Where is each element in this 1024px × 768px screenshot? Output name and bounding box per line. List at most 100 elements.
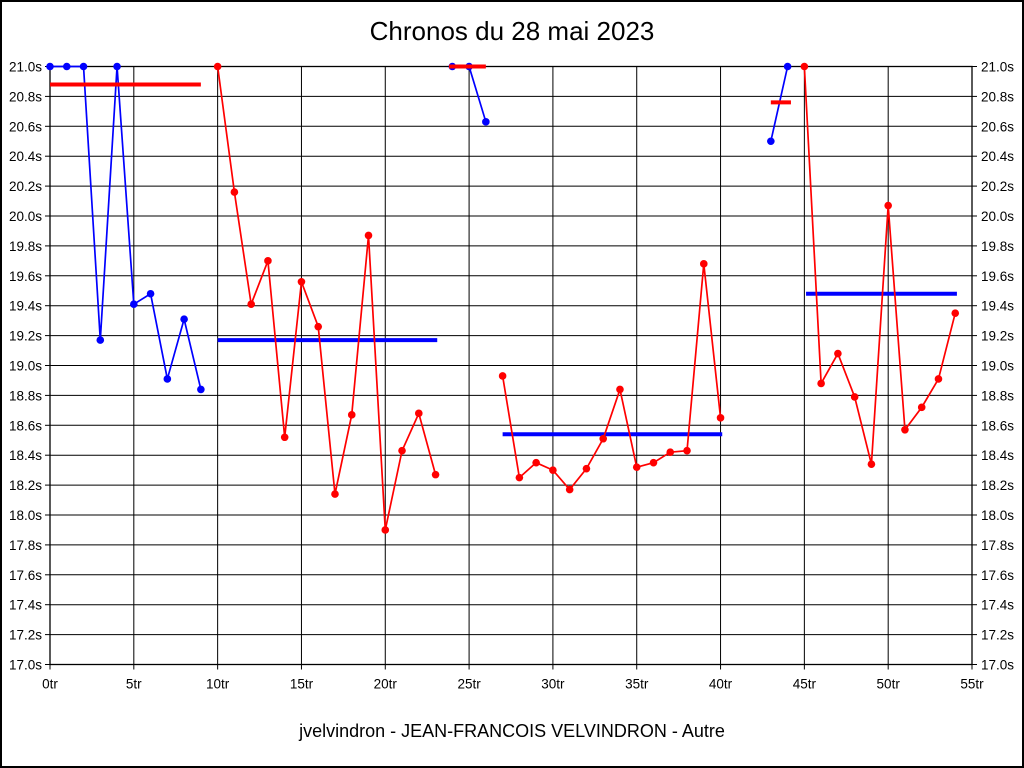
data-point bbox=[197, 385, 205, 394]
x-axis-label: 0tr bbox=[42, 677, 58, 692]
data-point bbox=[230, 188, 239, 196]
lap-series-line bbox=[501, 263, 722, 491]
lap-series-line bbox=[216, 66, 437, 531]
data-point bbox=[532, 458, 540, 467]
x-axis-label: 15tr bbox=[290, 677, 314, 692]
y-axis-label-left: 20.0s bbox=[9, 209, 42, 224]
y-axis-label-right: 20.0s bbox=[981, 209, 1014, 224]
data-point bbox=[884, 201, 892, 210]
y-axis-label-right: 19.6s bbox=[981, 269, 1014, 284]
data-point bbox=[951, 309, 960, 317]
y-axis-label-left: 20.8s bbox=[9, 89, 42, 104]
data-point bbox=[683, 446, 691, 455]
data-point bbox=[582, 464, 591, 473]
y-axis-label-left: 17.8s bbox=[9, 538, 42, 553]
x-axis-label: 50tr bbox=[877, 677, 901, 692]
x-axis-label: 5tr bbox=[126, 677, 142, 692]
y-axis-label-right: 17.2s bbox=[981, 628, 1014, 643]
y-axis-label-right: 17.0s bbox=[981, 658, 1014, 673]
y-axis-label-right: 17.8s bbox=[981, 538, 1014, 553]
data-point bbox=[666, 448, 675, 457]
data-point bbox=[767, 137, 775, 146]
data-point bbox=[783, 62, 792, 71]
y-axis-label-right: 20.2s bbox=[981, 179, 1014, 194]
lap-series-line bbox=[803, 66, 957, 465]
y-axis-label-right: 19.0s bbox=[981, 359, 1014, 374]
data-point bbox=[498, 372, 507, 380]
data-point bbox=[347, 411, 356, 419]
data-point bbox=[163, 375, 172, 383]
y-axis-label-right: 18.8s bbox=[981, 388, 1014, 403]
data-point bbox=[834, 349, 842, 358]
data-point bbox=[515, 473, 524, 482]
data-point bbox=[213, 62, 222, 71]
y-axis-label-left: 19.0s bbox=[9, 359, 42, 374]
data-point bbox=[297, 277, 306, 286]
y-axis-label-left: 20.2s bbox=[9, 179, 42, 194]
data-point bbox=[314, 322, 323, 331]
data-point bbox=[800, 62, 809, 71]
y-axis-label-left: 20.4s bbox=[9, 149, 42, 164]
y-axis-label-left: 18.8s bbox=[9, 388, 42, 403]
x-axis-label: 20tr bbox=[374, 677, 398, 692]
y-axis-label-left: 18.2s bbox=[9, 478, 42, 493]
data-point bbox=[699, 260, 708, 268]
y-axis-label-right: 18.4s bbox=[981, 448, 1014, 463]
data-point bbox=[280, 433, 289, 442]
y-axis-label-right: 19.4s bbox=[981, 299, 1014, 314]
x-axis-label: 25tr bbox=[457, 677, 481, 692]
y-axis-label-right: 20.6s bbox=[981, 119, 1014, 134]
x-axis-label: 10tr bbox=[206, 677, 230, 692]
data-point bbox=[901, 425, 909, 434]
data-point bbox=[649, 458, 658, 467]
data-point bbox=[62, 62, 71, 71]
y-axis-label-right: 18.6s bbox=[981, 418, 1014, 433]
y-axis-label-left: 19.8s bbox=[9, 239, 42, 254]
data-point bbox=[549, 466, 557, 474]
y-axis-label-right: 18.0s bbox=[981, 508, 1014, 523]
y-axis-label-left: 19.6s bbox=[9, 269, 42, 284]
y-axis-label-left: 18.6s bbox=[9, 418, 42, 433]
chart-footer: jvelvindron - JEAN-FRANCOIS VELVINDRON -… bbox=[299, 721, 725, 741]
y-axis-label-right: 20.4s bbox=[981, 149, 1014, 164]
data-point bbox=[79, 62, 88, 71]
x-axis-label: 40tr bbox=[709, 677, 733, 692]
data-point bbox=[247, 300, 255, 309]
data-point bbox=[96, 336, 105, 344]
data-point bbox=[632, 463, 641, 471]
data-point bbox=[850, 393, 859, 401]
data-point bbox=[264, 257, 272, 265]
x-axis-label: 35tr bbox=[625, 677, 649, 692]
x-axis-label: 30tr bbox=[541, 677, 565, 692]
data-point bbox=[130, 300, 138, 309]
data-point bbox=[817, 379, 825, 388]
y-axis-label-left: 19.4s bbox=[9, 299, 42, 314]
data-point bbox=[431, 470, 440, 479]
y-axis-label-left: 17.4s bbox=[9, 598, 42, 613]
y-axis-label-right: 20.8s bbox=[981, 89, 1014, 104]
data-point bbox=[716, 414, 725, 422]
y-axis-label-left: 17.6s bbox=[9, 568, 42, 583]
data-point bbox=[415, 409, 423, 418]
data-point bbox=[146, 289, 155, 298]
y-axis-label-left: 17.0s bbox=[9, 658, 42, 673]
x-axis-label: 45tr bbox=[793, 677, 817, 692]
data-point bbox=[113, 62, 121, 71]
data-point bbox=[398, 446, 406, 455]
data-point bbox=[364, 231, 373, 240]
data-point bbox=[867, 460, 876, 468]
data-point bbox=[482, 118, 490, 126]
y-axis-label-right: 19.8s bbox=[981, 239, 1014, 254]
x-axis-label: 55tr bbox=[960, 677, 984, 692]
lap-series-line bbox=[50, 65, 202, 390]
y-axis-label-left: 17.2s bbox=[9, 628, 42, 643]
data-point bbox=[616, 385, 624, 394]
y-axis-label-left: 18.4s bbox=[9, 448, 42, 463]
chart-title: Chronos du 28 mai 2023 bbox=[369, 16, 655, 46]
data-point bbox=[565, 485, 574, 494]
y-axis-label-right: 21.0s bbox=[981, 60, 1014, 75]
y-axis-label-left: 19.2s bbox=[9, 329, 42, 344]
y-axis-label-right: 17.6s bbox=[981, 568, 1014, 583]
